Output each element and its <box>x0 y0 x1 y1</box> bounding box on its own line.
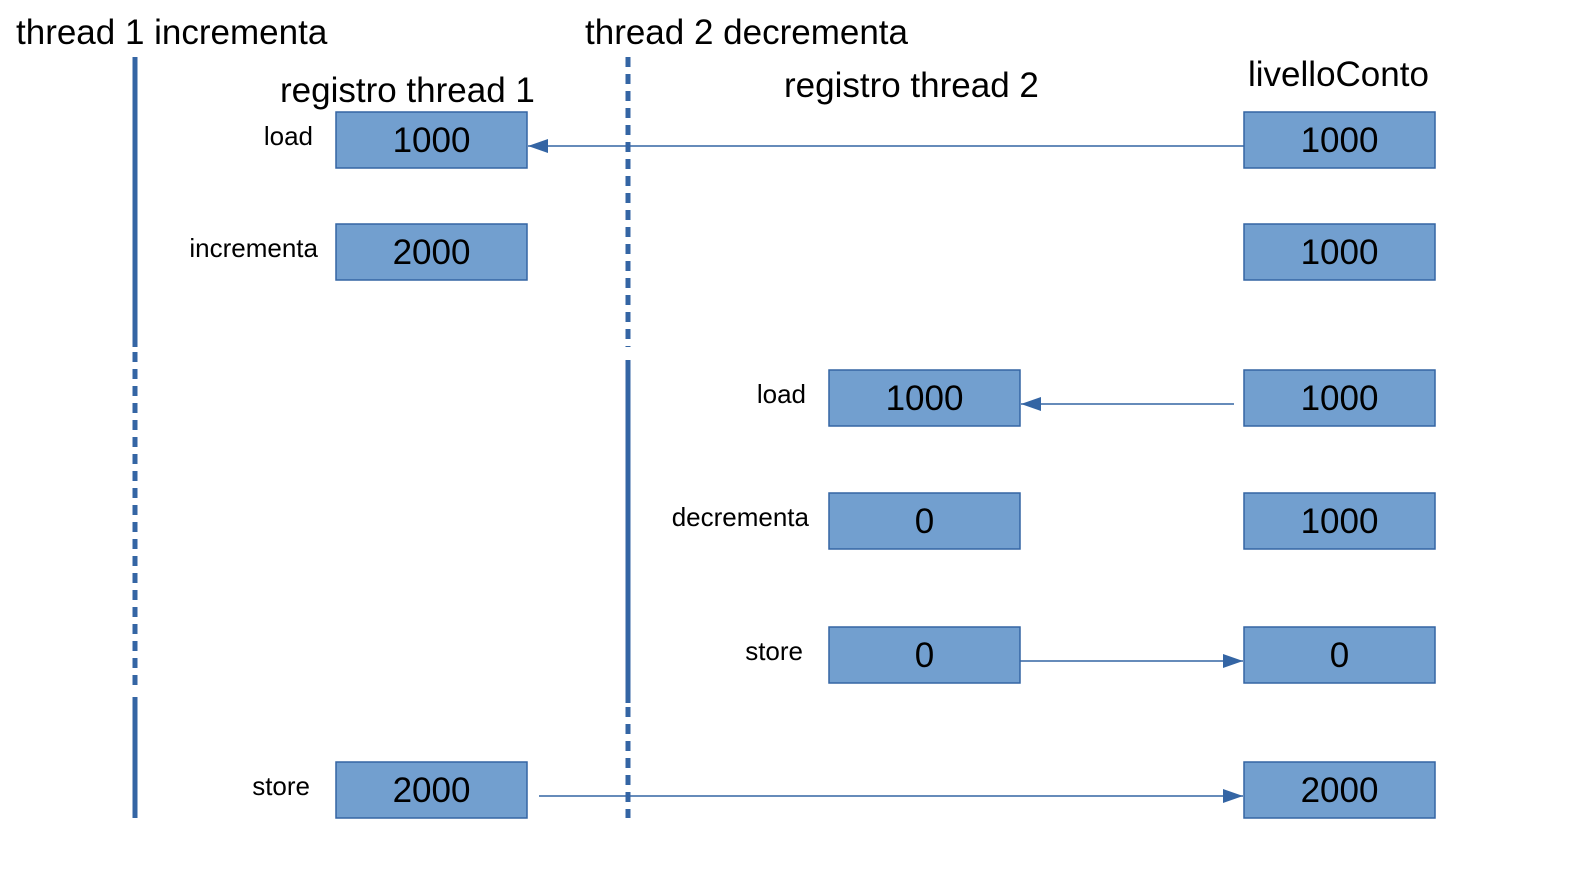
account-value: 1000 <box>1301 233 1379 272</box>
account-box <box>1243 111 1436 169</box>
register-value: 1000 <box>886 379 964 418</box>
account-box <box>1243 492 1436 550</box>
steps-layer: load 1000 1000 incrementa 2000 1000 load 1000 10… <box>189 111 1436 819</box>
register-value: 2000 <box>393 233 471 272</box>
thread1-header: thread 1 incrementa <box>16 13 328 52</box>
register-value: 0 <box>915 636 934 675</box>
account-box <box>1243 626 1436 684</box>
register-box <box>828 369 1021 427</box>
register-value: 2000 <box>393 771 471 810</box>
account-box <box>1243 761 1436 819</box>
account-value: 2000 <box>1301 771 1379 810</box>
operation-label: incrementa <box>189 233 318 263</box>
account-header: livelloConto <box>1248 55 1429 94</box>
account-value: 1000 <box>1301 379 1379 418</box>
register-box <box>335 223 528 281</box>
register-box <box>335 111 528 169</box>
account-value: 1000 <box>1301 502 1379 541</box>
account-box <box>1243 369 1436 427</box>
account-value: 1000 <box>1301 121 1379 160</box>
thread2-header: thread 2 decrementa <box>585 13 909 52</box>
operation-label: load <box>264 121 313 151</box>
register-value: 1000 <box>393 121 471 160</box>
register2-header: registro thread 2 <box>784 66 1039 105</box>
operation-label: decrementa <box>672 502 810 532</box>
account-value: 0 <box>1330 636 1349 675</box>
operation-label: store <box>252 771 310 801</box>
register-box <box>828 492 1021 550</box>
operation-label: store <box>745 636 803 666</box>
register-value: 0 <box>915 502 934 541</box>
register-box <box>335 761 528 819</box>
operation-label: load <box>757 379 806 409</box>
account-box <box>1243 223 1436 281</box>
register1-header: registro thread 1 <box>280 71 535 110</box>
register-box <box>828 626 1021 684</box>
